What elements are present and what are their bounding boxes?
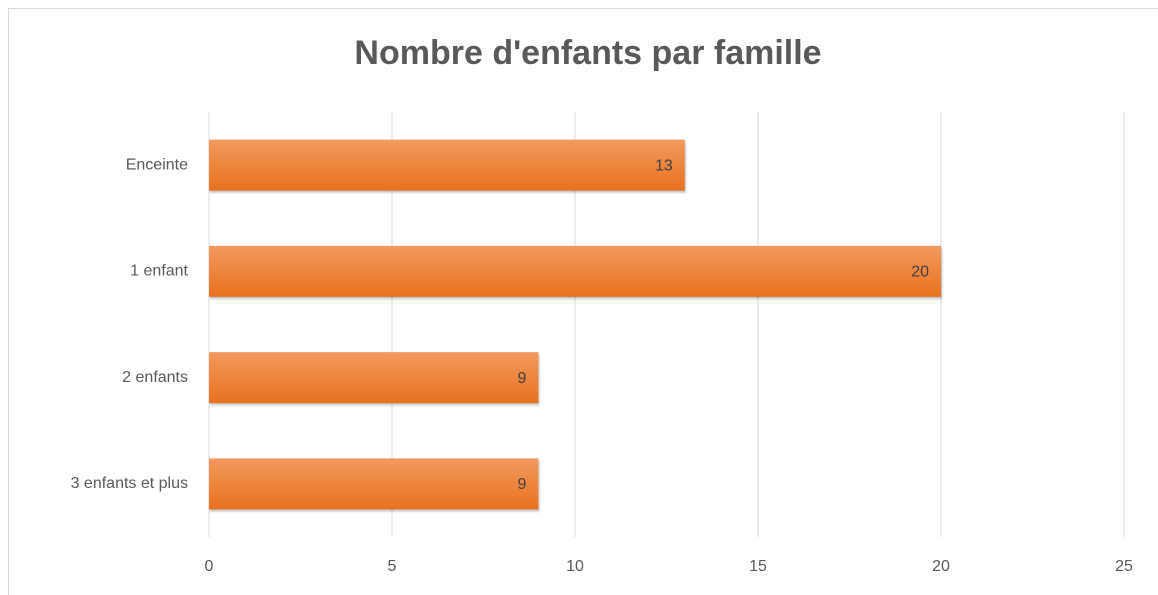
bar (209, 458, 539, 510)
data-label: 20 (911, 264, 929, 281)
x-tick-label: 5 (388, 558, 397, 575)
x-tick-label: 10 (566, 558, 584, 575)
bar (209, 352, 539, 404)
chart-title: Nombre d'enfants par famille (354, 34, 821, 72)
x-tick-label: 20 (932, 558, 950, 575)
data-label: 13 (655, 157, 673, 174)
bar (209, 245, 941, 297)
y-tick-label: 2 enfants (122, 369, 188, 386)
x-tick-label: 25 (1115, 558, 1133, 575)
y-tick-label: 3 enfants et plus (71, 475, 188, 492)
data-label: 9 (517, 370, 526, 387)
x-tick-label: 0 (205, 558, 214, 575)
x-tick-label: 15 (749, 558, 767, 575)
data-label: 9 (517, 476, 526, 493)
y-tick-label: Enceinte (126, 156, 188, 173)
y-tick-label: 1 enfant (130, 263, 188, 280)
bar (209, 139, 685, 191)
chart-frame (8, 8, 1158, 595)
